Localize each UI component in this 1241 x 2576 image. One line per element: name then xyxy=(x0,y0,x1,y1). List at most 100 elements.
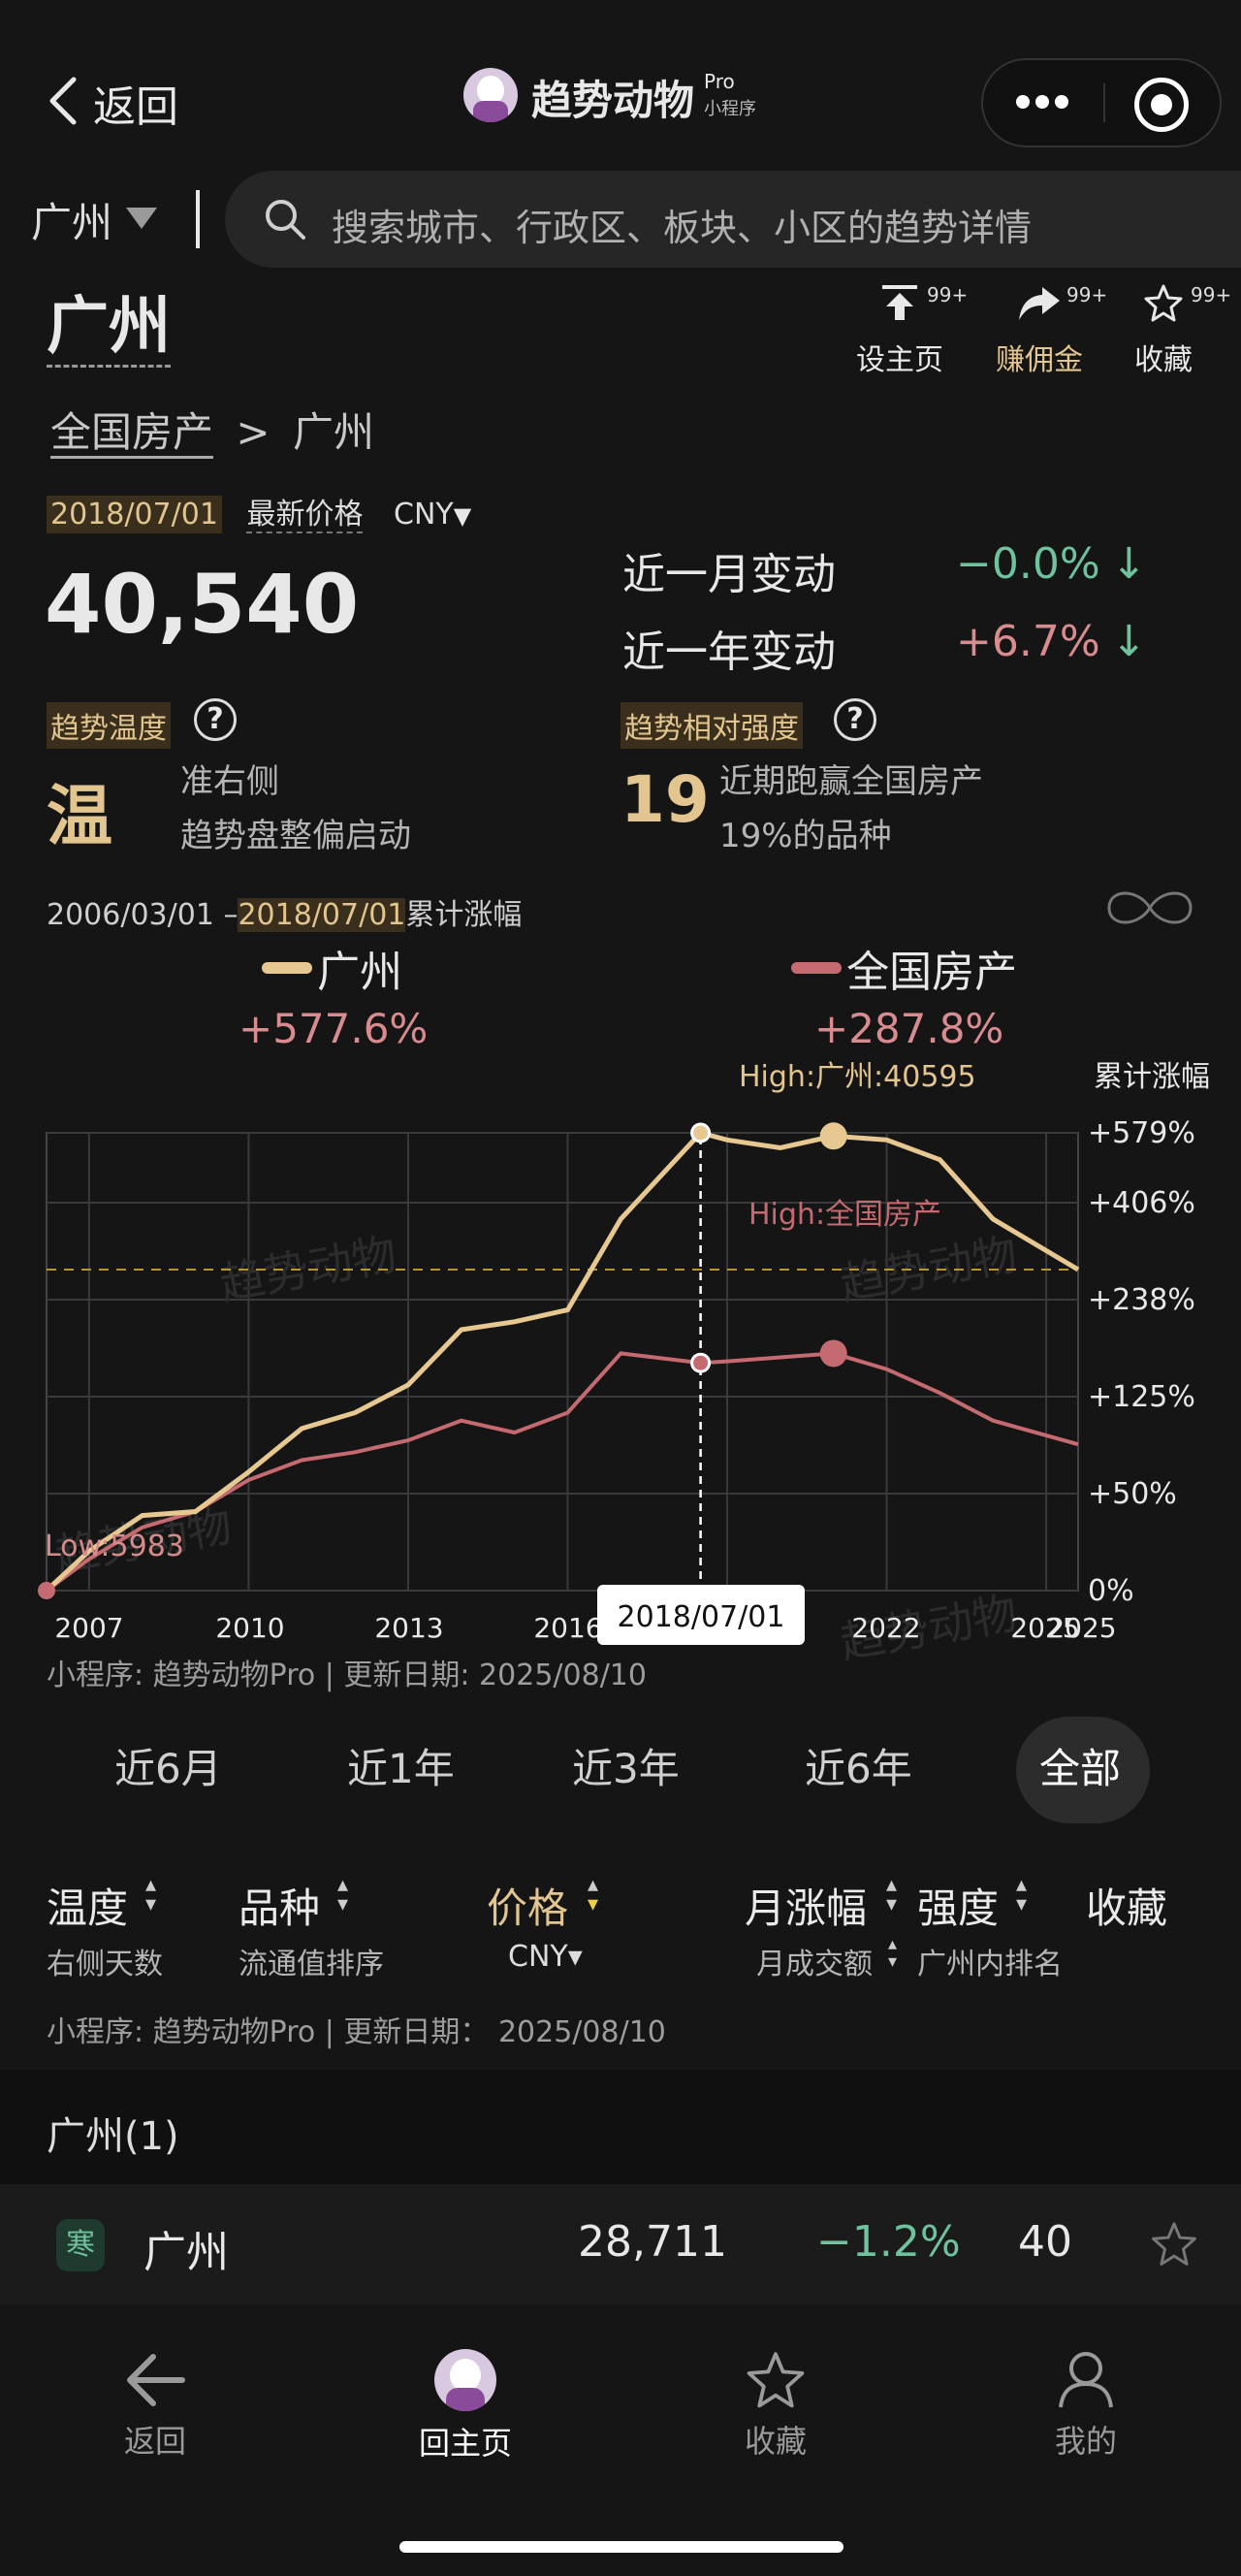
strength-desc-1: 近期跑赢全国房产 xyxy=(719,762,983,801)
high-point-guangzhou xyxy=(819,1122,847,1150)
range-6m[interactable]: 近6月 xyxy=(114,1745,222,1792)
temp-help-icon[interactable]: ? xyxy=(194,698,237,741)
home-avatar-icon xyxy=(434,2349,496,2411)
col-strength[interactable]: 强度 xyxy=(917,1884,1000,1932)
sort-icon-active[interactable]: ▴ ▾ xyxy=(588,1873,599,1916)
row-star-icon[interactable] xyxy=(1150,2219,1198,2268)
tab-me[interactable]: 我的 xyxy=(1008,2349,1163,2462)
star-icon xyxy=(747,2352,805,2408)
sort-icon[interactable]: ▴ ▾ xyxy=(888,1934,898,1972)
x-tick-label: 2025 xyxy=(1010,1612,1079,1644)
tab-bar: 返回 回主页 收藏 我的 xyxy=(0,2304,1241,2576)
favorite-button[interactable]: 收藏 xyxy=(1105,283,1222,378)
high-point-national xyxy=(819,1339,847,1368)
currency-selector[interactable]: CNY xyxy=(394,498,454,531)
app-avatar xyxy=(463,68,518,122)
y-tick-label: +238% xyxy=(1088,1283,1195,1317)
range-all[interactable]: 全部 xyxy=(1039,1745,1122,1792)
chart-marks xyxy=(38,1122,847,1599)
chevron-left-icon xyxy=(49,77,77,125)
price-date: 2018/07/01 xyxy=(47,496,222,533)
x-tick-label: 2010 xyxy=(215,1612,284,1644)
set-home-button[interactable]: 设主页 xyxy=(842,283,958,378)
star-outline-icon xyxy=(1144,284,1183,322)
app-name: 趋势动物 xyxy=(531,77,695,124)
table-row[interactable]: 寒 广州 28,711 −1.2% 40 xyxy=(0,2184,1241,2304)
col-price[interactable]: 价格 xyxy=(487,1884,569,1932)
range-active-bg xyxy=(1016,1717,1150,1823)
fullscreen-loop-icon[interactable] xyxy=(1103,883,1196,933)
city-selector-label: 广州 xyxy=(31,199,113,246)
cursor-point-national xyxy=(690,1352,712,1373)
sort-icon[interactable]: ▴ ▾ xyxy=(886,1873,898,1916)
legend-name-2: 全国房产 xyxy=(846,948,1018,997)
y-tick-label: +125% xyxy=(1088,1380,1195,1414)
temp-label: 趋势温度 xyxy=(47,702,171,749)
tab-home[interactable]: 回主页 xyxy=(388,2349,543,2463)
page-title: 广州 xyxy=(47,289,171,368)
low-point xyxy=(38,1582,55,1599)
tab-favorites-label: 收藏 xyxy=(744,2423,807,2460)
cursor-date-tooltip: 2018/07/01 xyxy=(597,1585,805,1645)
strength-label: 趋势相对强度 xyxy=(620,702,803,749)
col-temp[interactable]: 温度 xyxy=(47,1884,129,1932)
home-indicator xyxy=(399,2541,843,2553)
legend-change-2: +287.8% xyxy=(814,1005,1004,1052)
group-title: 广州(1) xyxy=(47,2114,179,2159)
legend-series-1[interactable]: 广州 xyxy=(262,937,402,999)
tab-back-label: 返回 xyxy=(123,2423,186,2460)
high-label-guangzhou: High:广州:40595 xyxy=(739,1060,976,1094)
breadcrumb-root[interactable]: 全国房产 xyxy=(50,408,214,459)
legend-swatch-2 xyxy=(791,962,842,974)
breadcrumb-current: 广州 xyxy=(292,408,374,456)
search-input[interactable]: 搜索城市、行政区、板块、小区的趋势详情 xyxy=(225,171,1241,268)
month-change-label: 近一月变动 xyxy=(622,550,836,599)
range-6y[interactable]: 近6年 xyxy=(805,1745,912,1792)
tab-back[interactable]: 返回 xyxy=(78,2351,233,2462)
sort-icon[interactable]: ▴ ▾ xyxy=(1016,1873,1028,1916)
year-arrow-icon: ↓ xyxy=(1111,617,1147,666)
range-3y[interactable]: 近3年 xyxy=(572,1745,680,1792)
cursor-date: 2018/07/01 xyxy=(618,1600,785,1634)
price-label: 最新价格 xyxy=(246,498,364,533)
col-temp-sub: 右侧天数 xyxy=(47,1948,163,1981)
earn-commission-label: 赚佣金 xyxy=(996,343,1083,377)
tab-home-label: 回主页 xyxy=(418,2425,512,2462)
tab-favorites[interactable]: 收藏 xyxy=(698,2349,853,2462)
legend-series-2[interactable]: 全国房产 xyxy=(791,937,1017,999)
y-tick-label: +406% xyxy=(1088,1186,1195,1220)
y-tick-label: +50% xyxy=(1088,1477,1177,1511)
chart-range-end: 2018/07/01 xyxy=(238,898,406,932)
chart-grid xyxy=(46,1132,1079,1592)
row-temp-badge: 寒 xyxy=(56,2219,105,2271)
col-change[interactable]: 月涨幅 xyxy=(745,1884,868,1932)
earn-commission-button[interactable]: 赚佣金 xyxy=(981,283,1098,378)
share-icon xyxy=(1019,287,1060,320)
arrow-left-icon xyxy=(127,2354,185,2406)
chart-range: 2006/03/01 –2018/07/01累计涨幅 xyxy=(47,890,522,933)
series-line-guangzhou xyxy=(45,1130,1080,1593)
back-button[interactable]: 返回 xyxy=(47,68,192,136)
breadcrumb: 全国房产 > 广州 xyxy=(50,400,374,459)
col-change-sub: 月成交额 xyxy=(756,1948,873,1981)
search-placeholder: 搜索城市、行政区、板块、小区的趋势详情 xyxy=(332,207,1033,249)
sort-icon[interactable]: ▴ ▾ xyxy=(337,1873,349,1916)
col-price-sub[interactable]: CNY▾ xyxy=(508,1940,583,1974)
cursor-point-guangzhou xyxy=(690,1122,712,1143)
range-1y[interactable]: 近1年 xyxy=(347,1745,455,1792)
app-badge-sub: 小程序 xyxy=(704,99,756,119)
high-label-national: High:全国房产 xyxy=(748,1198,941,1232)
table-source-note: 小程序: 趋势动物Pro | 更新日期： 2025/08/10 xyxy=(47,2015,666,2049)
temp-desc-1: 准右侧 xyxy=(180,762,279,801)
strength-help-icon[interactable]: ? xyxy=(834,698,876,741)
y-axis-title: 累计涨幅 xyxy=(1094,1060,1210,1094)
close-target-icon[interactable] xyxy=(1134,78,1189,132)
col-name[interactable]: 品种 xyxy=(239,1884,321,1932)
month-change-value: −0.0% xyxy=(956,539,1100,589)
city-selector[interactable]: 广州 xyxy=(31,190,186,248)
sort-icon[interactable]: ▴ ▾ xyxy=(145,1873,157,1916)
more-icon[interactable] xyxy=(1010,89,1088,118)
